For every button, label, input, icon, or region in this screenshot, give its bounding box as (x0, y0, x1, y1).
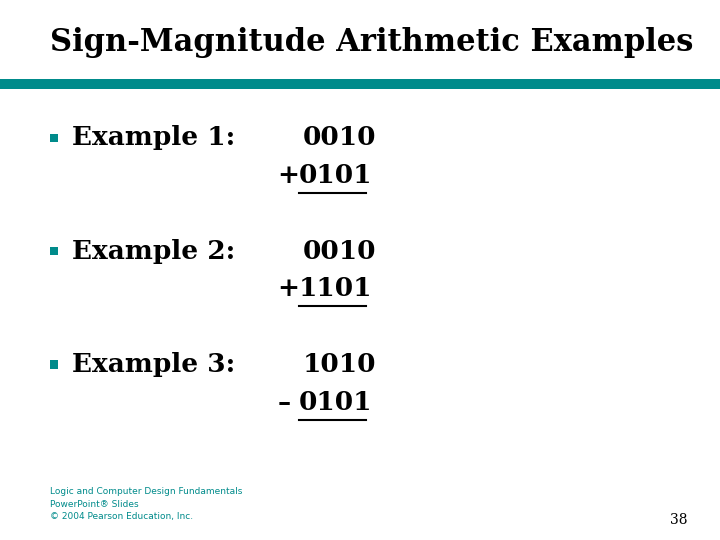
Text: 0101: 0101 (299, 390, 372, 415)
Text: +: + (277, 163, 300, 188)
Text: 0101: 0101 (299, 163, 372, 188)
Bar (0, 79, 720, 89)
Text: 1010: 1010 (302, 352, 376, 377)
Text: Example 3:: Example 3: (72, 352, 235, 377)
Bar (50, 133, 58, 141)
Text: Example 1:: Example 1: (72, 125, 235, 150)
Bar (50, 247, 58, 255)
Text: +: + (277, 276, 300, 301)
Text: 0010: 0010 (302, 239, 376, 264)
Text: Example 2:: Example 2: (72, 239, 235, 264)
Text: –: – (277, 390, 290, 415)
Text: Sign-Magnitude Arithmetic Examples: Sign-Magnitude Arithmetic Examples (50, 27, 694, 58)
Text: Logic and Computer Design Fundamentals
PowerPoint® Slides
© 2004 Pearson Educati: Logic and Computer Design Fundamentals P… (50, 487, 243, 521)
Text: 38: 38 (670, 512, 688, 526)
Bar (50, 361, 58, 368)
Text: 0010: 0010 (302, 125, 376, 150)
Text: 1101: 1101 (299, 276, 372, 301)
